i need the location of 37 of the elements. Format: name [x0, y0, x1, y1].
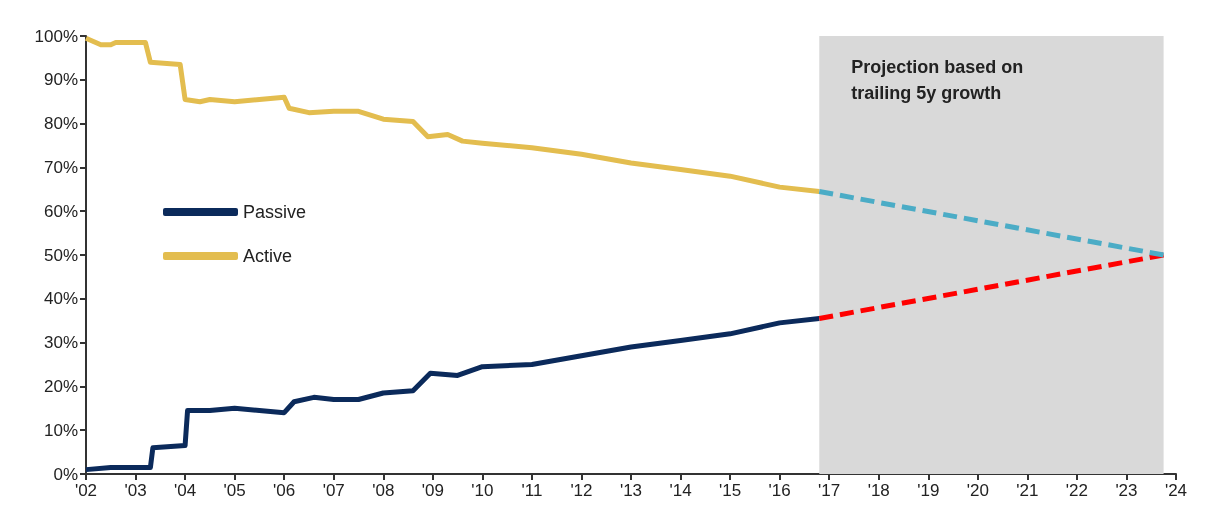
- x-tick-label: '08: [372, 481, 395, 500]
- y-tick-label: 70%: [43, 157, 78, 177]
- x-tick-label: '05: [223, 481, 246, 500]
- x-tick-label: '15: [719, 481, 742, 500]
- y-tick-label: 40%: [43, 289, 78, 309]
- x-tick-label: '09: [421, 481, 444, 500]
- x-tick-label: '24: [1164, 481, 1188, 500]
- x-tick-label: '20: [966, 481, 989, 500]
- x-tick-label: '12: [570, 481, 593, 500]
- x-tick-label: '17: [818, 481, 841, 500]
- y-tick-label: 10%: [43, 420, 78, 440]
- y-tick-label: 20%: [43, 376, 78, 396]
- band-label: Projection based on trailing 5y growth: [851, 57, 1024, 103]
- x-tick-label: '11: [521, 481, 543, 500]
- x-tick-label: '07: [322, 481, 345, 500]
- x-tick-label: '14: [669, 481, 692, 500]
- legend-label: Passive: [243, 202, 307, 222]
- x-tick-label: '13: [619, 481, 643, 500]
- x-tick-label: '03: [124, 481, 147, 500]
- x-tick-label: '16: [768, 481, 791, 500]
- x-tick-label: '04: [174, 481, 197, 500]
- x-tick-label: '19: [917, 481, 940, 500]
- y-tick-label: 80%: [43, 114, 78, 134]
- x-tick-label: '10: [471, 481, 494, 500]
- x-tick-label: '21: [1016, 481, 1039, 500]
- x-tick-label: '22: [1065, 481, 1088, 500]
- y-tick-label: 0%: [53, 464, 78, 484]
- legend-label: Active: [243, 246, 293, 266]
- x-tick-label: '06: [273, 481, 296, 500]
- x-tick-label: '23: [1115, 481, 1138, 500]
- x-tick-label: '18: [867, 481, 890, 500]
- y-tick-label: 30%: [43, 333, 78, 353]
- y-tick-label: 50%: [43, 245, 78, 265]
- y-tick-label: 90%: [43, 70, 78, 90]
- y-tick-label: 100%: [34, 26, 78, 46]
- x-tick-label: '02: [74, 481, 98, 500]
- y-tick-label: 60%: [43, 201, 78, 221]
